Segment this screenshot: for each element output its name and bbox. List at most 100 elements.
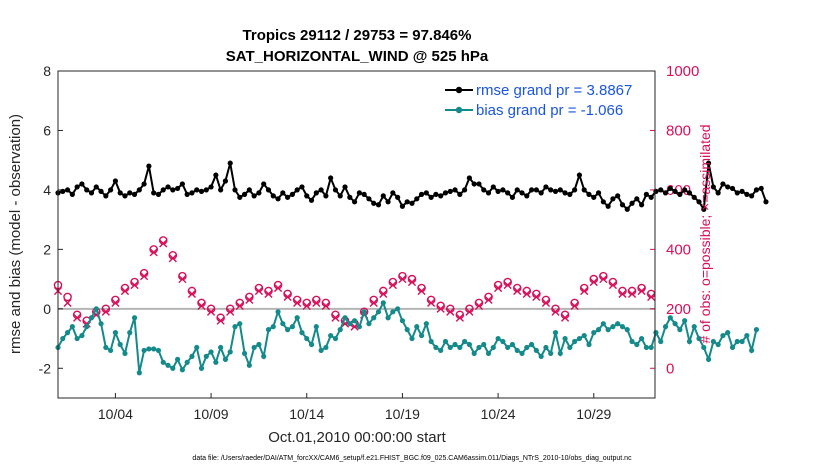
rmse-point [222, 178, 229, 184]
obs-assimilated-point [570, 301, 579, 310]
rmse-point [696, 199, 702, 205]
obs-assimilated-point [111, 298, 120, 307]
rmse-point [74, 184, 80, 190]
rmse-point [643, 191, 649, 197]
rmse-point [438, 193, 444, 199]
x-tick-label: 10/09 [194, 406, 229, 422]
y-tick-label: 6 [43, 122, 51, 138]
rmse-point [691, 194, 697, 200]
bias-point [356, 324, 362, 330]
rmse-point [141, 181, 147, 187]
bias-point [60, 335, 66, 342]
bias-point [672, 321, 678, 327]
rmse-point [433, 191, 439, 197]
bias-point [600, 321, 606, 327]
rmse-point [414, 196, 420, 202]
rmse-point [538, 190, 544, 196]
rmse-point [117, 190, 123, 196]
rmse-point [361, 191, 367, 197]
obs-assimilated-point [73, 313, 82, 322]
bias-point [471, 350, 477, 357]
rmse-point [653, 188, 659, 194]
y-right-tick-label: 200 [666, 301, 691, 318]
rmse-point [619, 202, 626, 208]
rmse-point [710, 184, 716, 190]
bias-point [342, 315, 348, 321]
rmse-point [84, 187, 90, 193]
rmse-point [246, 187, 252, 193]
rmse-point [749, 193, 755, 199]
obs-assimilated-point [494, 283, 503, 293]
rmse-point [682, 187, 688, 193]
obs-assimilated-point [599, 274, 608, 284]
y-tick-label: 8 [43, 63, 51, 79]
rmse-point [648, 194, 654, 200]
bias-point [332, 335, 339, 342]
rmse-point [423, 190, 429, 196]
rmse-point [629, 200, 635, 206]
bias-point [667, 315, 673, 321]
bias-point [744, 332, 750, 339]
bias-point [285, 327, 291, 333]
footer-file-path: data file: /Users/raeder/DAI/ATM_forcXX/… [192, 455, 632, 462]
bias-point [261, 353, 267, 359]
rmse-point [337, 193, 343, 199]
bias-point [753, 327, 760, 333]
legend-label-bias: bias grand pr = -1.066 [476, 102, 623, 119]
rmse-point [528, 187, 535, 193]
bias-point [605, 327, 611, 333]
bias-point [98, 321, 104, 327]
obs-assimilated-point [369, 298, 378, 307]
bias-point [710, 338, 716, 345]
bias-point [222, 356, 229, 362]
obs-assimilated-point [427, 298, 436, 307]
bias-point [495, 335, 501, 342]
bias-point [146, 346, 152, 352]
rmse-point [610, 196, 616, 202]
bias-point [485, 350, 492, 357]
legend-label-rmse: rmse grand pr = 3.8867 [476, 82, 632, 99]
bias-point [308, 341, 315, 348]
rmse-point [605, 203, 611, 209]
rmse-point [500, 187, 506, 193]
bias-point [725, 330, 731, 336]
bias-point [418, 332, 425, 339]
obs-assimilated-point [503, 280, 512, 290]
rmse-point [79, 181, 85, 187]
rmse-point [103, 193, 109, 199]
bias-point [74, 335, 80, 342]
rmse-point [720, 181, 726, 187]
bias-point [328, 332, 334, 339]
bias-point [174, 356, 181, 362]
bias-point [351, 318, 358, 324]
obs-assimilated-point [331, 313, 340, 322]
rmse-point [294, 187, 300, 193]
bias-point [275, 309, 281, 315]
obs-assimilated-point [407, 277, 417, 287]
rmse-point [69, 191, 75, 197]
obs-assimilated-point [197, 301, 206, 310]
obs-assimilated-point [293, 298, 302, 307]
obs-assimilated-point [627, 289, 637, 299]
bias-point [289, 324, 295, 330]
rmse-point [705, 160, 712, 166]
rmse-point [581, 187, 587, 193]
bias-point [251, 344, 257, 351]
chart-title: Tropics 29112 / 29753 = 97.846% [243, 27, 472, 44]
chart-subtitle: SAT_HORIZONTAL_WIND @ 525 hPa [226, 48, 489, 65]
bias-point [581, 332, 587, 339]
bias-point [653, 330, 659, 336]
rmse-point [476, 181, 482, 187]
obs-assimilated-point [647, 292, 656, 302]
rmse-point [208, 184, 214, 190]
bias-point [615, 321, 621, 327]
x-tick-label: 10/29 [576, 406, 611, 422]
rmse-point [615, 193, 621, 199]
obs-assimilated-point [532, 292, 541, 302]
bias-point [108, 347, 114, 354]
rmse-point [251, 193, 257, 199]
rmse-point [715, 190, 721, 196]
bias-point [686, 338, 693, 345]
rmse-point [232, 187, 238, 193]
rmse-point [351, 199, 358, 205]
